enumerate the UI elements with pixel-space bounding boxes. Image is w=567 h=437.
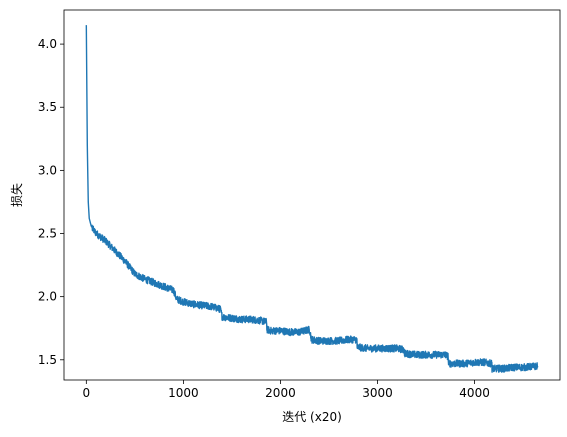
plot-frame bbox=[63, 9, 561, 381]
x-tick-label: 2000 bbox=[265, 386, 296, 400]
y-tick-label: 3.0 bbox=[38, 163, 57, 177]
x-tick-label: 0 bbox=[83, 386, 91, 400]
y-tick-label: 4.0 bbox=[38, 37, 57, 51]
x-axis-label: 迭代 (x20) bbox=[282, 410, 342, 424]
y-tick-label: 2.0 bbox=[38, 290, 57, 304]
x-axis-ticks: 0 1000 2000 3000 4000 bbox=[83, 380, 490, 400]
x-tick-label: 4000 bbox=[459, 386, 490, 400]
series-line-0 bbox=[85, 25, 539, 373]
y-tick-label: 1.5 bbox=[38, 353, 57, 367]
y-axis-label: 损失 bbox=[9, 183, 24, 207]
y-axis-ticks: 1.5 2.0 2.5 3.0 3.5 4.0 bbox=[38, 37, 64, 367]
y-tick-label: 2.5 bbox=[38, 227, 57, 241]
y-tick-label: 3.5 bbox=[38, 100, 57, 114]
plot-layer bbox=[85, 25, 539, 373]
x-tick-label: 3000 bbox=[362, 386, 393, 400]
x-tick-label: 1000 bbox=[168, 386, 199, 400]
